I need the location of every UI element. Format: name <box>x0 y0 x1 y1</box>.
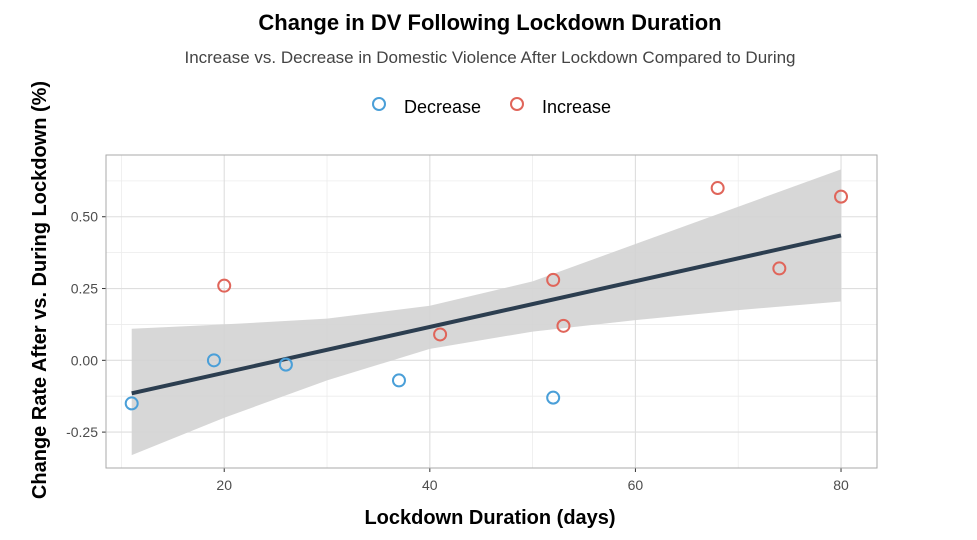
chart-title: Change in DV Following Lockdown Duration <box>258 10 721 35</box>
x-tick-label: 60 <box>628 477 644 493</box>
x-axis-title: Lockdown Duration (days) <box>364 507 615 529</box>
panel-border <box>105 154 878 469</box>
point-increase <box>834 189 849 204</box>
point-increase <box>772 261 787 276</box>
x-tick-label: 20 <box>216 477 232 493</box>
y-axis-title: Change Rate After vs. During Lockdown (%… <box>29 81 51 499</box>
y-tick-label: 0.50 <box>71 209 98 225</box>
y-tick-label: -0.25 <box>66 424 98 440</box>
point-decrease <box>206 353 221 368</box>
chart-subtitle: Increase vs. Decrease in Domestic Violen… <box>184 48 795 67</box>
x-tick-label: 40 <box>422 477 438 493</box>
point-decrease <box>391 373 406 388</box>
point-increase <box>556 318 571 333</box>
trend-line <box>131 233 842 396</box>
point-increase <box>710 181 725 196</box>
point-increase <box>546 272 561 287</box>
legend-label-decrease: Decrease <box>404 97 481 117</box>
legend-marker-increase <box>510 97 524 111</box>
y-tick-label: 0.00 <box>71 352 98 368</box>
y-tick-label: 0.25 <box>71 281 98 297</box>
confidence-band <box>131 169 842 456</box>
x-tick-label: 80 <box>833 477 849 493</box>
legend-marker-decrease <box>372 97 386 111</box>
point-increase <box>217 278 232 293</box>
plot-area: 20 40 60 80 -0.25 0.00 0.25 0.50 <box>66 154 878 493</box>
legend: Decrease Increase <box>372 97 611 117</box>
legend-label-increase: Increase <box>542 97 611 117</box>
point-decrease <box>124 396 139 411</box>
point-decrease <box>546 390 561 405</box>
point-decrease <box>278 357 293 372</box>
point-increase <box>433 327 448 342</box>
